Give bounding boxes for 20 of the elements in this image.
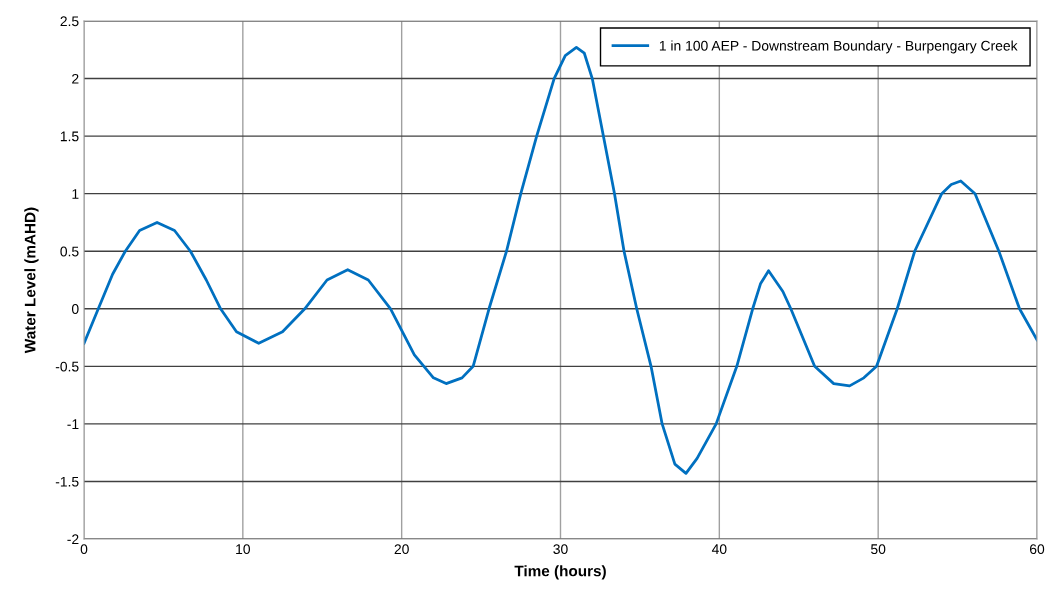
y-tick-label: 0: [71, 304, 79, 314]
x-axis-title: Time (hours): [514, 565, 606, 580]
y-tick-label: 1.5: [60, 131, 79, 142]
y-tick-label: 2: [72, 73, 79, 84]
x-tick-label: 20: [394, 544, 409, 555]
y-tick-label: -1: [67, 419, 79, 429]
y-tick-label: 2.5: [60, 16, 79, 27]
x-tick-label: 40: [711, 544, 727, 555]
x-tick-label: 30: [553, 544, 568, 555]
y-tick-label: 1: [72, 189, 79, 199]
x-tick-label: 10: [236, 544, 251, 555]
y-tick-label: -0.5: [55, 361, 79, 372]
x-tick-label: 0: [80, 544, 88, 555]
y-axis-title: Water Level (mAHD): [24, 207, 39, 354]
x-tick-label: 50: [871, 544, 886, 555]
y-tick-label: -1.5: [55, 476, 79, 487]
y-tick-label: -2: [67, 534, 79, 545]
legend-label: 1 in 100 AEP - Downstream Boundary - Burpengary Creek: [659, 40, 1018, 54]
x-tick-label: 60: [1029, 544, 1045, 555]
y-tick-label: 0.5: [60, 246, 79, 257]
